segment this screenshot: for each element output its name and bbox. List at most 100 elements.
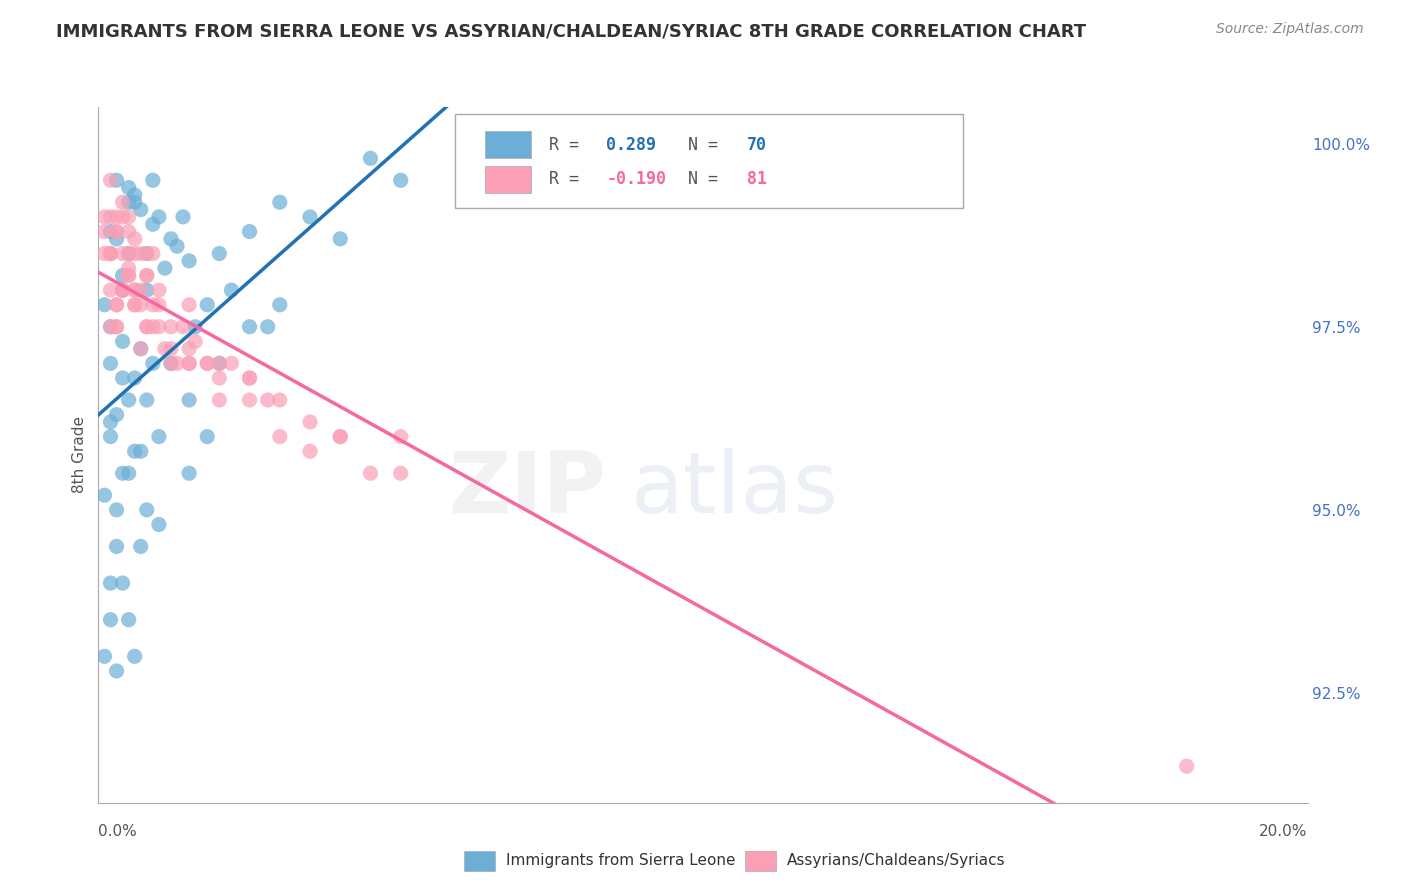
Text: Source: ZipAtlas.com: Source: ZipAtlas.com — [1216, 22, 1364, 37]
Point — [160, 342, 183, 356]
Point — [148, 429, 170, 443]
Point — [142, 356, 165, 370]
Point — [269, 392, 291, 407]
FancyBboxPatch shape — [456, 114, 963, 208]
Point — [329, 232, 352, 246]
Point — [129, 342, 152, 356]
Point — [129, 298, 152, 312]
Point — [93, 246, 115, 260]
Y-axis label: 8th Grade: 8th Grade — [72, 417, 87, 493]
Text: ZIP: ZIP — [449, 448, 606, 532]
Point — [105, 664, 128, 678]
Point — [124, 298, 146, 312]
Point — [153, 342, 176, 356]
Point — [124, 298, 146, 312]
Point — [172, 319, 194, 334]
Point — [148, 517, 170, 532]
Point — [111, 334, 134, 349]
Point — [105, 503, 128, 517]
Point — [111, 268, 134, 283]
Point — [299, 415, 322, 429]
Point — [100, 246, 122, 260]
Point — [111, 467, 134, 481]
Point — [105, 408, 128, 422]
Text: 0.0%: 0.0% — [98, 823, 138, 838]
Point — [389, 429, 412, 443]
Point — [100, 356, 122, 370]
Text: 81: 81 — [747, 170, 766, 188]
Point — [111, 283, 134, 297]
Text: -0.190: -0.190 — [606, 170, 666, 188]
Point — [239, 225, 262, 239]
Point — [153, 261, 176, 276]
Point — [135, 503, 157, 517]
Text: 20.0%: 20.0% — [1260, 823, 1308, 838]
Text: R =: R = — [550, 136, 589, 153]
Point — [93, 225, 115, 239]
Point — [299, 210, 322, 224]
Point — [208, 356, 231, 370]
Point — [135, 392, 157, 407]
Point — [118, 261, 141, 276]
Point — [124, 649, 146, 664]
Point — [105, 298, 128, 312]
Point — [100, 429, 122, 443]
Point — [100, 319, 122, 334]
Text: 0.289: 0.289 — [606, 136, 657, 153]
Point — [142, 173, 165, 187]
Point — [105, 540, 128, 554]
Point — [124, 283, 146, 297]
Point — [195, 356, 218, 370]
Point — [256, 319, 278, 334]
Text: Assyrians/Chaldeans/Syriacs: Assyrians/Chaldeans/Syriacs — [787, 854, 1005, 868]
Point — [111, 246, 134, 260]
Point — [166, 239, 188, 253]
Text: IMMIGRANTS FROM SIERRA LEONE VS ASSYRIAN/CHALDEAN/SYRIAC 8TH GRADE CORRELATION C: IMMIGRANTS FROM SIERRA LEONE VS ASSYRIAN… — [56, 22, 1087, 40]
Point — [124, 188, 146, 202]
Point — [195, 298, 218, 312]
Point — [239, 392, 262, 407]
Point — [195, 356, 218, 370]
Point — [124, 283, 146, 297]
Point — [93, 210, 115, 224]
Point — [269, 195, 291, 210]
Point — [100, 283, 122, 297]
Point — [129, 202, 152, 217]
Point — [208, 246, 231, 260]
Point — [129, 540, 152, 554]
Text: atlas: atlas — [630, 448, 838, 532]
Bar — [485, 131, 531, 158]
Point — [105, 225, 128, 239]
Point — [111, 283, 134, 297]
Point — [160, 319, 183, 334]
Bar — [485, 166, 531, 193]
Point — [111, 210, 134, 224]
Point — [118, 613, 141, 627]
Point — [135, 319, 157, 334]
Point — [105, 298, 128, 312]
Point — [105, 319, 128, 334]
Point — [100, 173, 122, 187]
Point — [135, 246, 157, 260]
Point — [124, 195, 146, 210]
Point — [179, 392, 201, 407]
Point — [105, 173, 128, 187]
Point — [221, 356, 243, 370]
Point — [124, 444, 146, 458]
Point — [172, 210, 194, 224]
Point — [118, 180, 141, 194]
Point — [269, 298, 291, 312]
Point — [142, 217, 165, 231]
Point — [129, 342, 152, 356]
Point — [100, 225, 122, 239]
Text: R =: R = — [550, 170, 589, 188]
Point — [179, 356, 201, 370]
Point — [360, 467, 382, 481]
Text: N =: N = — [689, 136, 728, 153]
Point — [100, 576, 122, 591]
Point — [208, 371, 231, 385]
Point — [118, 246, 141, 260]
Point — [184, 319, 207, 334]
Point — [111, 283, 134, 297]
Point — [160, 356, 183, 370]
